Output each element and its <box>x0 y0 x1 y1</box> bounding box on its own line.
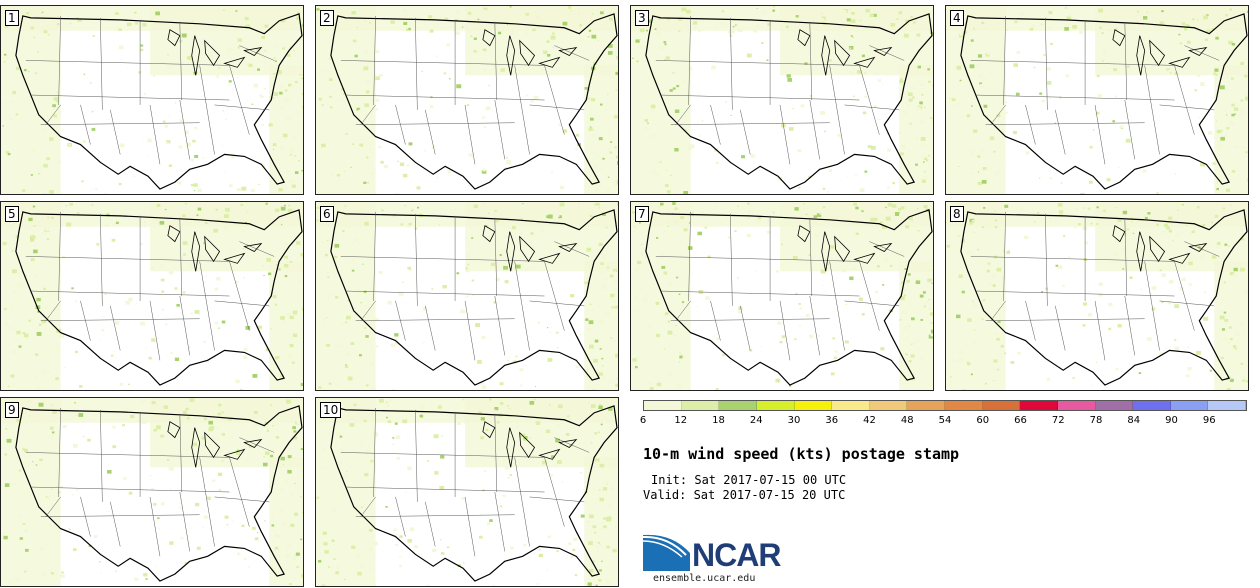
member-label: 8 <box>950 206 964 222</box>
colorbar-tick-label: 84 <box>1127 415 1141 426</box>
member-label: 5 <box>5 206 19 222</box>
member-label: 6 <box>320 206 334 222</box>
wind-speed-map <box>631 202 933 390</box>
ncar-logo-text: NCAR <box>692 537 781 573</box>
colorbar-swatch <box>794 401 833 410</box>
member-map-panel: 4 <box>945 5 1249 195</box>
member-map-panel: 3 <box>630 5 934 195</box>
wind-speed-map <box>946 6 1248 194</box>
member-label: 2 <box>320 10 334 26</box>
member-label: 3 <box>635 10 649 26</box>
member-map-panel: 7 <box>630 201 934 391</box>
member-label: 7 <box>635 206 649 222</box>
colorbar-tick-label: 78 <box>1089 415 1103 426</box>
colorbar-swatch <box>1208 401 1246 410</box>
member-map-panel: 5 <box>0 201 304 391</box>
colorbar-tick-label: 24 <box>749 415 763 426</box>
wind-speed-map <box>631 6 933 194</box>
colorbar-swatch <box>756 401 795 410</box>
colorbar-tick-label: 90 <box>1165 415 1178 426</box>
colorbar-swatch <box>832 401 870 410</box>
colorbar-tick-label: 30 <box>787 415 801 426</box>
site-url[interactable]: ensemble.ucar.edu <box>653 573 756 584</box>
colorbar-tick-label: 18 <box>712 415 725 426</box>
wind-speed-map <box>1 398 303 586</box>
member-map-panel: 2 <box>315 5 619 195</box>
colorbar-tick-label: 54 <box>938 415 952 426</box>
colorbar-swatch <box>644 401 682 410</box>
wind-speed-map <box>316 398 618 586</box>
colorbar-tick-label: 12 <box>674 415 688 426</box>
colorbar-tick-label: 48 <box>900 415 914 426</box>
colorbar-swatch <box>681 401 720 410</box>
colorbar-swatch <box>869 401 908 410</box>
member-label: 1 <box>5 10 19 26</box>
ncar-logo-icon <box>642 534 690 571</box>
member-map-panel: 6 <box>315 201 619 391</box>
valid-time: Valid: Sat 2017-07-15 20 UTC <box>643 488 846 502</box>
colorbar-swatch <box>1057 401 1096 410</box>
colorbar-tick-label: 72 <box>1051 415 1065 426</box>
member-map-panel: 8 <box>945 201 1249 391</box>
colorbar-swatch <box>945 401 983 410</box>
wind-speed-map <box>946 202 1248 390</box>
colorbar-swatch <box>1095 401 1134 410</box>
plot-title: 10-m wind speed (kts) postage stamp <box>643 445 960 463</box>
colorbar-swatch <box>1170 401 1209 410</box>
member-label: 9 <box>5 402 19 418</box>
colorbar-tick-label: 6 <box>639 415 647 426</box>
colorbar-tick-label: 42 <box>863 415 876 426</box>
colorbar-swatch <box>1020 401 1058 410</box>
wind-speed-map <box>1 6 303 194</box>
init-time: Init: Sat 2017-07-15 00 UTC <box>651 473 847 487</box>
wind-speed-map <box>1 202 303 390</box>
colorbar <box>643 400 1247 411</box>
colorbar-swatch <box>982 401 1021 410</box>
wind-speed-map <box>316 202 618 390</box>
wind-speed-map <box>316 6 618 194</box>
member-map-panel: 9 <box>0 397 304 587</box>
colorbar-tick-label: 96 <box>1202 415 1216 426</box>
colorbar-swatch <box>1133 401 1171 410</box>
colorbar-tick-label: 36 <box>825 415 839 426</box>
member-map-panel: 1 <box>0 5 304 195</box>
member-label: 4 <box>950 10 964 26</box>
colorbar-swatch <box>907 401 945 410</box>
member-label: 10 <box>320 402 342 418</box>
colorbar-ticks: 6 12 18 24 30 36 42 48 54 60 66 72 78 84 90 96 <box>639 415 1247 429</box>
colorbar-tick-label: 66 <box>1014 415 1027 426</box>
member-map-panel: 10 <box>315 397 619 587</box>
colorbar-tick-label: 60 <box>976 415 990 426</box>
colorbar-swatch <box>719 401 757 410</box>
